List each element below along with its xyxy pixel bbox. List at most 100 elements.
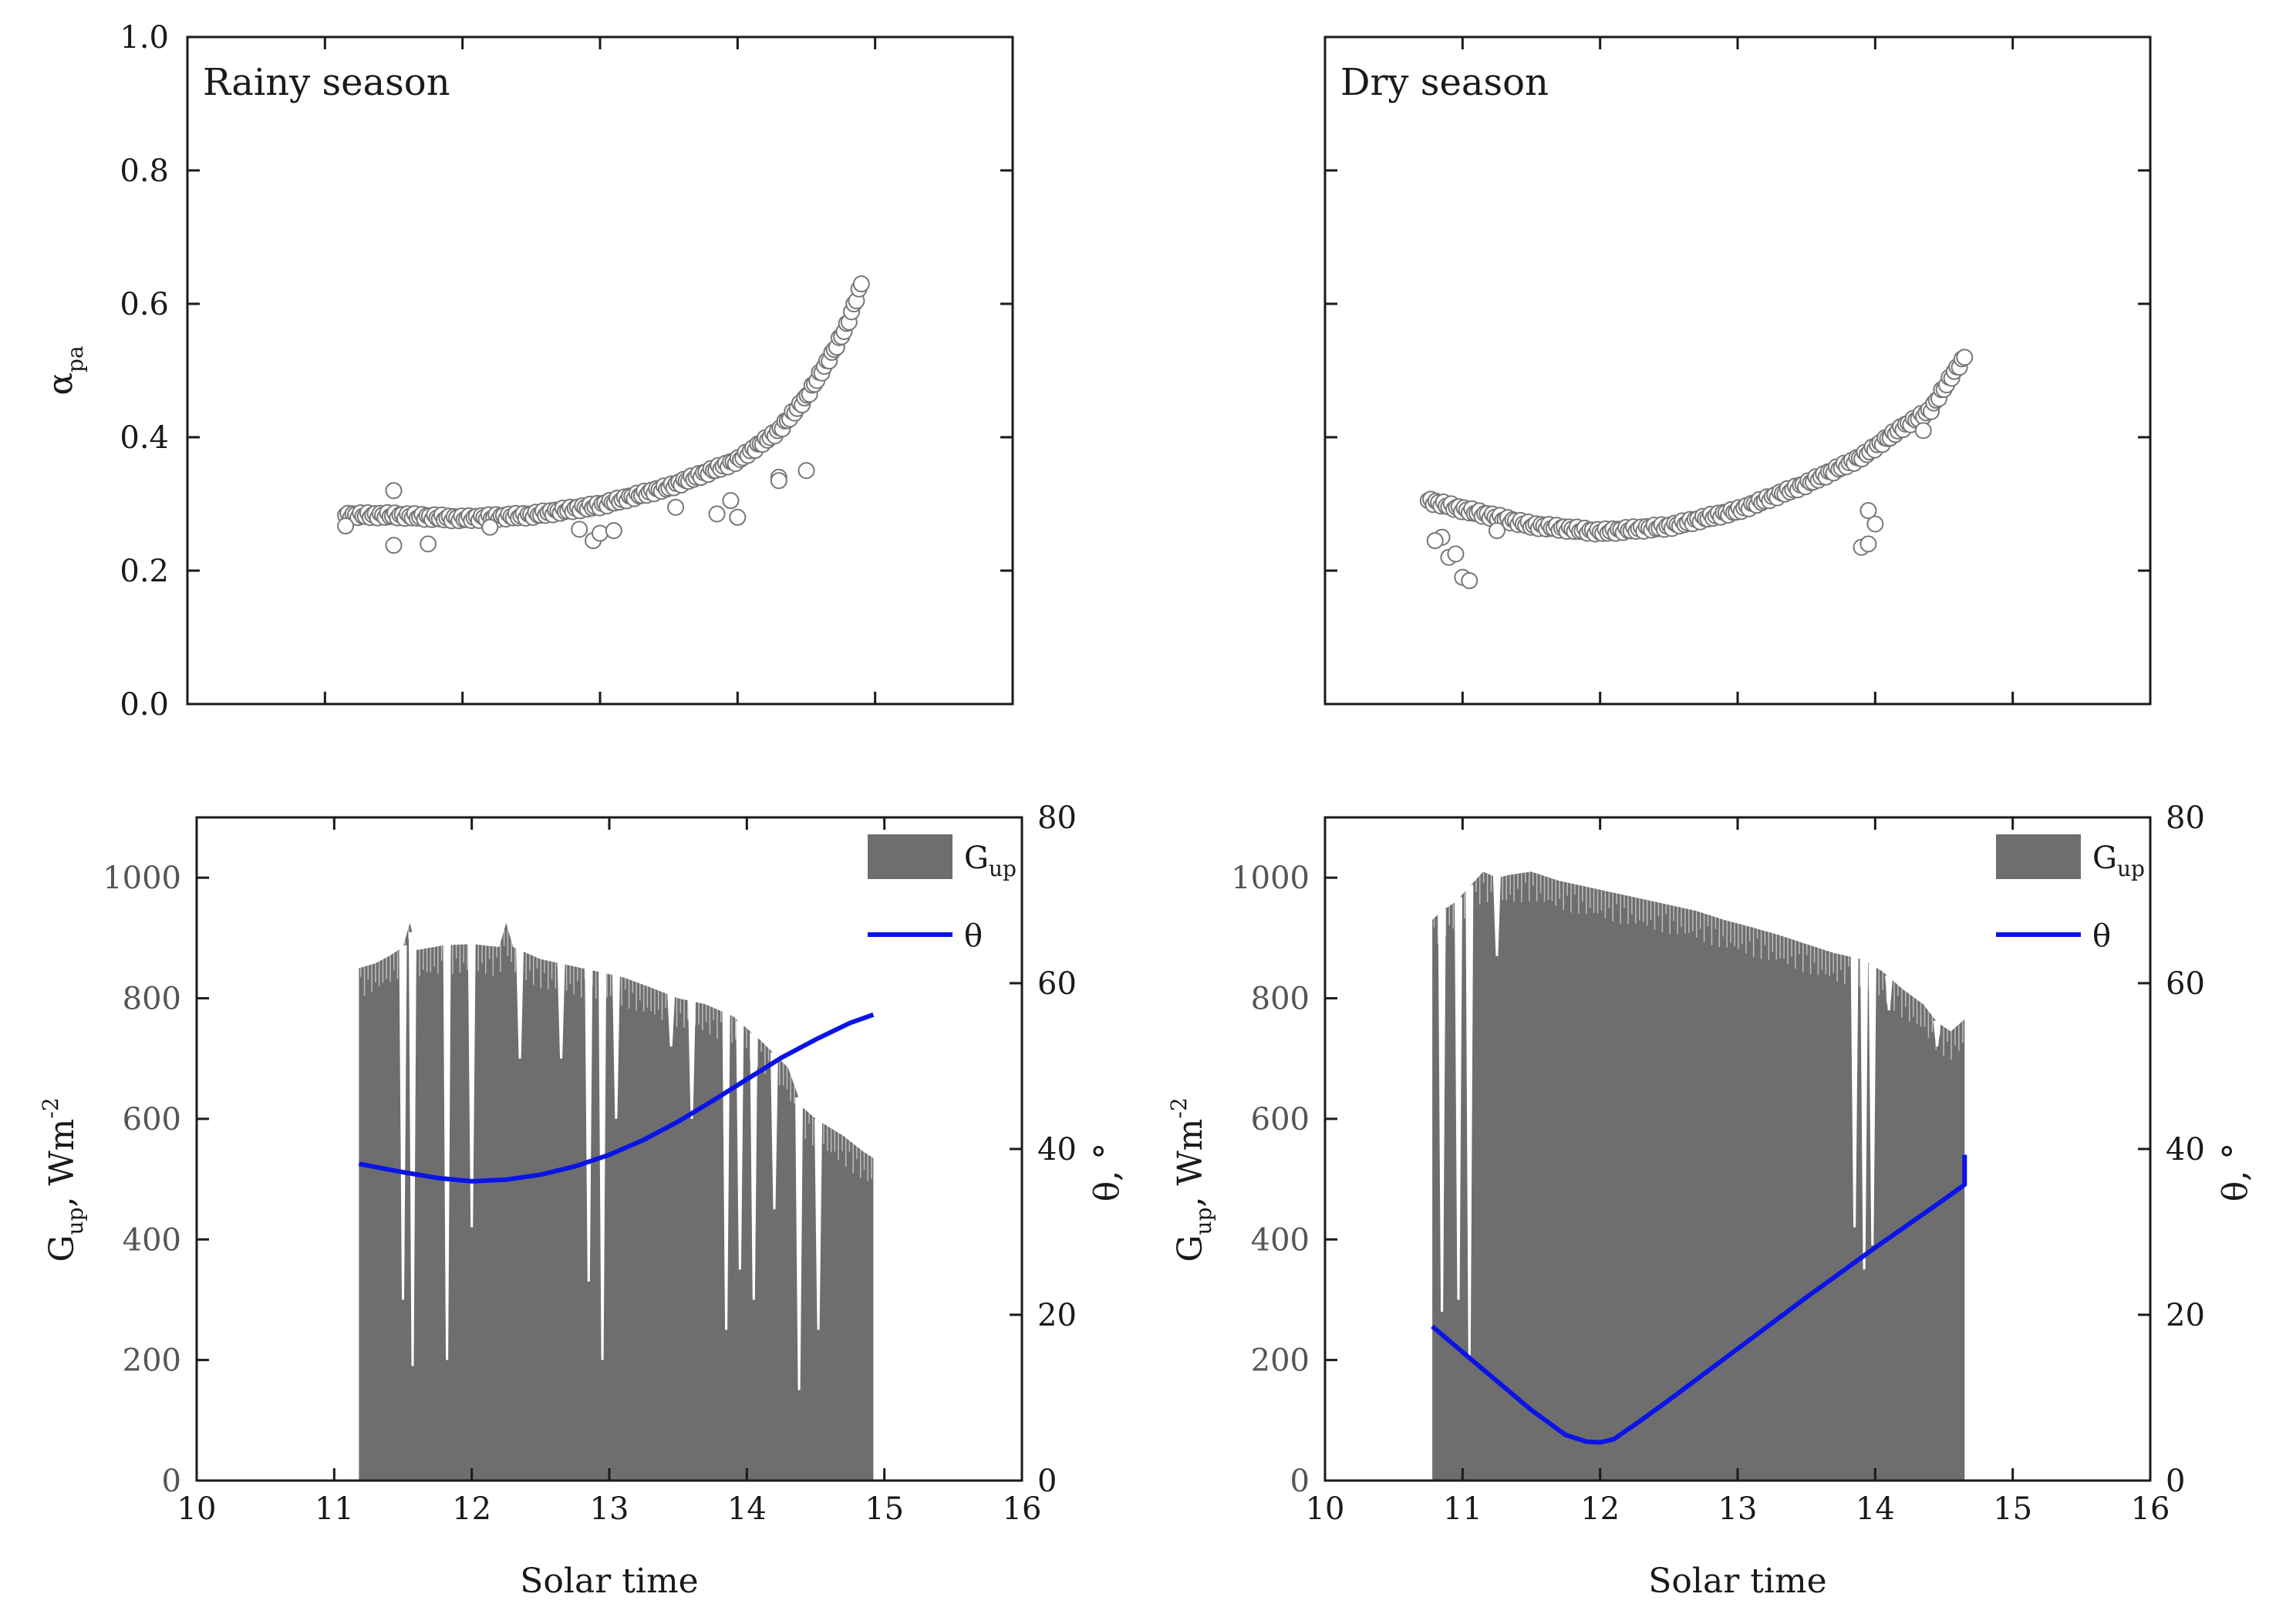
theta-line (358, 1012, 875, 1184)
gup-dip (399, 945, 407, 1300)
gup-dip (1868, 964, 1876, 1246)
y2-tick-label: 20 (1037, 1298, 1077, 1333)
y-tick-label: 200 (1251, 1343, 1310, 1379)
y-axis-label: αpa (41, 345, 88, 395)
gup-dip (1933, 1020, 1941, 1047)
y-axis-label: Gup, Wm-2 (1166, 1097, 1216, 1262)
data-point (852, 275, 870, 293)
y-tick-label: 0.8 (120, 153, 169, 189)
legend: Gup θ (868, 834, 1017, 954)
y-tick-label: 0 (162, 1464, 181, 1499)
x-tick-label: 16 (2131, 1491, 2170, 1527)
gup-dip (814, 1119, 823, 1330)
gup-dip (688, 999, 696, 1119)
x-tick-label: 12 (452, 1491, 491, 1527)
legend: Gup θ (1996, 834, 2145, 954)
y-tick-label: 600 (123, 1102, 181, 1137)
y2-tick-label: 40 (2166, 1132, 2205, 1167)
outlier-point (1914, 422, 1932, 440)
y-tick-label: 800 (1251, 982, 1310, 1017)
y2-axis-label: θ, ° (1087, 1143, 1127, 1201)
gup-dip (1455, 897, 1462, 1300)
y2-tick-label: 20 (2166, 1298, 2205, 1333)
outlier-point (729, 508, 747, 526)
theta-line (1431, 1154, 1967, 1445)
outlier-point (1461, 571, 1478, 589)
legend-swatch-gup (868, 834, 952, 879)
y-tick-label: 0.4 (120, 420, 169, 456)
x-tick-label: 13 (1718, 1491, 1758, 1527)
gup-dip (557, 962, 565, 1059)
gup-dip (795, 1097, 804, 1390)
y-tick-label: 800 (123, 982, 181, 1017)
outlier-point (385, 482, 403, 500)
x-tick-label: 14 (1856, 1491, 1895, 1527)
gup-dips (1438, 876, 1941, 1360)
gup-area-texture (1433, 871, 1964, 1060)
outlier-point (667, 498, 685, 516)
y2-tick-label: 0 (1037, 1464, 1057, 1499)
gup-dip (1860, 959, 1869, 1270)
x-tick-label: 11 (315, 1491, 354, 1527)
x-axis-label: Solar time (520, 1562, 698, 1601)
gup-dip (1465, 884, 1474, 1360)
y2-tick-label: 60 (1037, 966, 1077, 1002)
y-tick-label: 0.2 (120, 554, 169, 589)
gup-dip (598, 971, 607, 1360)
gup-dip (516, 948, 524, 1059)
x-tick-label: 10 (177, 1491, 217, 1527)
gup-dip (1885, 975, 1893, 1011)
data-point (1956, 349, 1974, 366)
legend-swatch-gup (1996, 834, 2081, 879)
gup-dip (1492, 876, 1501, 956)
outlier-point (605, 522, 622, 540)
outlier-point (770, 472, 787, 490)
outlier-point (797, 462, 815, 480)
gup-dip (770, 1052, 778, 1210)
outlier-point (1859, 535, 1877, 553)
y-tick-label: 400 (123, 1222, 181, 1258)
y-tick-label: 1000 (103, 861, 181, 896)
outlier-point (571, 521, 588, 538)
panel-rainy-gup: 10 11 12 13 14 15 1602004006008001000020406080… (38, 800, 1127, 1601)
y-axis-label: Gup, Wm-2 (38, 1097, 88, 1262)
x-tick-label: 10 (1306, 1491, 1345, 1527)
outlier-point (1859, 502, 1877, 520)
y2-tick-label: 60 (2166, 966, 2205, 1002)
x-tick-label: 15 (1993, 1491, 2032, 1527)
outlier-point (420, 535, 437, 553)
outlier-point (722, 492, 740, 510)
outlier-point (708, 505, 726, 523)
panel-title: Dry season (1340, 61, 1549, 104)
x-tick-label: 13 (590, 1491, 629, 1527)
gup-dip (1438, 909, 1446, 1312)
legend-label-theta: θ (2092, 918, 2111, 954)
x-tick-label: 14 (727, 1491, 767, 1527)
y-tick-label: 0.0 (120, 687, 169, 723)
x-tick-label: 12 (1580, 1491, 1620, 1527)
y2-tick-label: 80 (1037, 800, 1077, 836)
gup-dip (443, 943, 451, 1360)
y-tick-label: 1000 (1231, 861, 1310, 896)
scatter-series (337, 275, 870, 554)
x-tick-label: 16 (1003, 1491, 1042, 1527)
dry_alpha-frame (1323, 35, 2152, 706)
legend-label-theta: θ (964, 918, 983, 954)
outlier-point (1447, 545, 1465, 563)
legend-label-gup: Gup (2092, 841, 2145, 881)
outlier-point (385, 537, 403, 554)
y-tick-label: 400 (1251, 1222, 1310, 1258)
rainy_alpha-frame (186, 35, 1014, 706)
gup-area (359, 922, 874, 1481)
panel-title: Rainy season (203, 61, 450, 104)
gup-dip (1850, 955, 1859, 1228)
outlier-point (1488, 522, 1505, 540)
panel-dry-gup: 10 11 12 13 14 15 1602004006008001000020406080… (1166, 800, 2255, 1601)
outlier-point (1866, 515, 1884, 533)
gup-area (1432, 871, 1965, 1481)
y-tick-label: 1.0 (120, 20, 169, 56)
panel-rainy-alpha: 0.0 0.2 0.4 0.6 0.8 1.0 Rainy season αpa (41, 20, 1014, 723)
outlier-point (481, 518, 499, 536)
scatter-series (1419, 349, 1974, 589)
